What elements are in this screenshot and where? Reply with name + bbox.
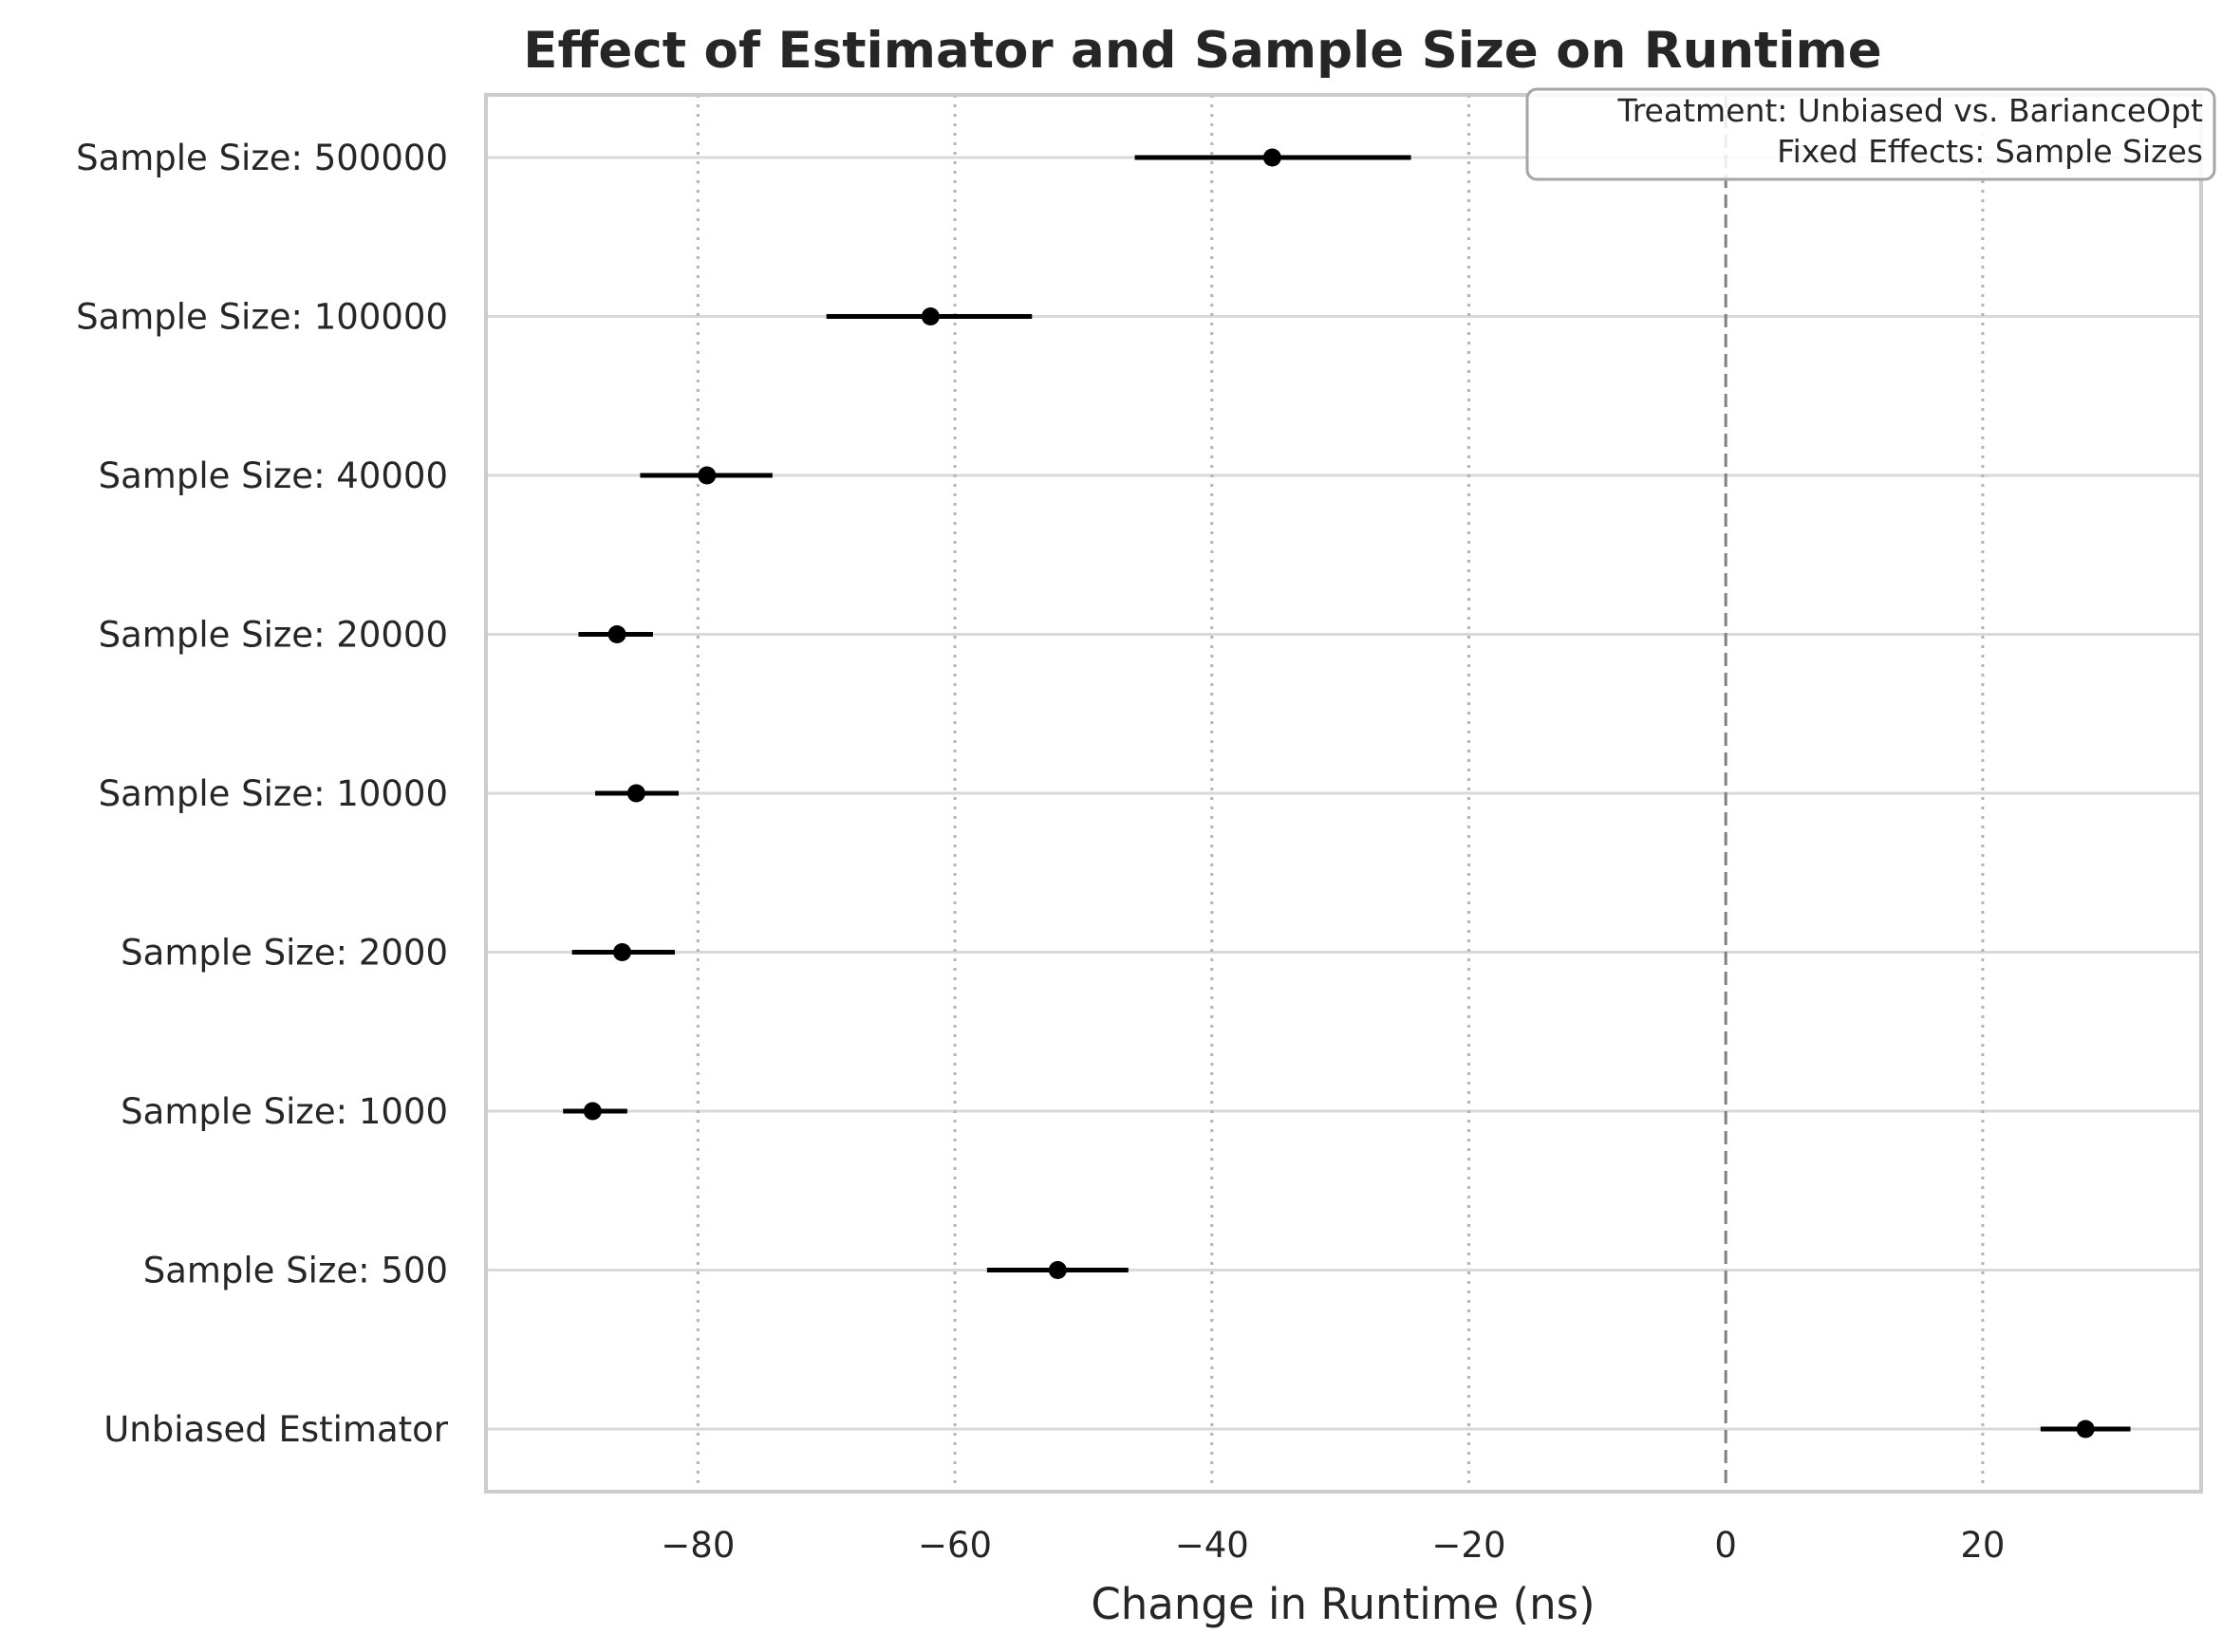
legend-line-fixed-effects: Fixed Effects: Sample Sizes <box>1777 133 2203 170</box>
y-tick-label: Sample Size: 2000 <box>121 933 448 974</box>
estimate-point <box>921 307 940 325</box>
x-tick-label: 0 <box>1714 1525 1737 1566</box>
estimate-point <box>1262 148 1281 167</box>
x-tick-label: 20 <box>1960 1525 2005 1566</box>
estimate-point <box>612 943 631 961</box>
chart-title: Effect of Estimator and Sample Size on R… <box>523 22 1881 80</box>
x-tick-label: −80 <box>661 1525 735 1566</box>
estimate-point <box>607 625 626 643</box>
plot-frame <box>484 93 2203 1494</box>
y-tick-label: Sample Size: 1000 <box>121 1091 448 1132</box>
estimate-point <box>583 1102 602 1121</box>
estimate-point <box>2076 1420 2095 1439</box>
legend-box: Treatment: Unbiased vs. BarianceOpt Fixe… <box>1525 87 2216 181</box>
y-tick-label: Sample Size: 10000 <box>99 773 448 814</box>
legend-line-treatment: Treatment: Unbiased vs. BarianceOpt <box>1616 92 2203 129</box>
y-tick-label: Sample Size: 40000 <box>99 455 448 496</box>
x-tick-label: −20 <box>1431 1525 1505 1566</box>
y-tick-label: Sample Size: 100000 <box>76 297 448 338</box>
x-tick-labels: −80 −60 −40 −20 0 20 <box>661 1525 2005 1566</box>
estimate-point <box>698 466 717 485</box>
estimate-point <box>1048 1261 1067 1279</box>
y-tick-label: Sample Size: 500 <box>143 1251 448 1291</box>
y-tick-labels: Sample Size: 500000 Sample Size: 100000 Sa… <box>76 138 449 1450</box>
y-tick-label: Sample Size: 20000 <box>99 615 448 656</box>
x-tick-label: −60 <box>918 1525 992 1566</box>
legend-frame <box>1525 87 2216 181</box>
x-tick-label: −40 <box>1175 1525 1249 1566</box>
marks-layer <box>563 148 2131 1439</box>
y-tick-label: Sample Size: 500000 <box>76 138 448 178</box>
estimate-point <box>626 784 645 803</box>
x-axis-label: Change in Runtime (ns) <box>1091 1579 1595 1629</box>
y-tick-label: Unbiased Estimator <box>103 1409 449 1450</box>
